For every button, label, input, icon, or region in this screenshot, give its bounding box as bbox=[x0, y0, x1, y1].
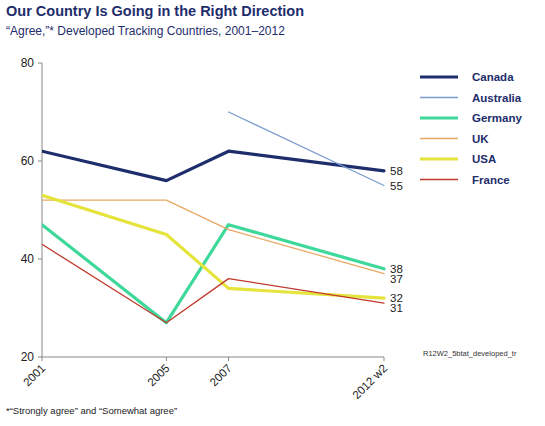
series-line bbox=[42, 244, 384, 322]
legend-swatch bbox=[420, 97, 458, 98]
series-line bbox=[42, 151, 384, 180]
title: Our Country Is Going in the Right Direct… bbox=[6, 3, 304, 19]
y-tick bbox=[38, 161, 42, 162]
subtitle: “Agree,”* Developed Tracking Countries, … bbox=[6, 24, 285, 38]
y-axis bbox=[42, 63, 43, 357]
x-tick bbox=[166, 357, 167, 361]
legend-swatch bbox=[420, 116, 458, 119]
y-tick-label: 60 bbox=[21, 154, 35, 168]
legend-label: USA bbox=[472, 153, 496, 165]
x-tick bbox=[42, 357, 43, 361]
footnote: *“Strongly agree” and “Somewhat agree” bbox=[6, 405, 177, 416]
x-tick-label: 2012 w2 bbox=[350, 362, 389, 401]
x-tick-label: 2007 bbox=[207, 362, 234, 389]
legend-label: Australia bbox=[472, 92, 522, 104]
legend-label: UK bbox=[472, 133, 489, 145]
series-line bbox=[42, 195, 384, 298]
x-tick-label: 2001 bbox=[21, 362, 48, 389]
data-label: 37 bbox=[390, 273, 403, 285]
series-line bbox=[229, 112, 384, 186]
y-tick-label: 80 bbox=[21, 56, 35, 70]
data-label: 58 bbox=[390, 165, 403, 177]
legend-label: Germany bbox=[472, 112, 522, 124]
legend-swatch bbox=[420, 138, 458, 139]
x-tick-label: 2005 bbox=[145, 362, 172, 389]
y-tick-label: 20 bbox=[21, 350, 35, 364]
annotation: R12W2_5btat_developed_tr bbox=[423, 349, 517, 358]
data-label: 31 bbox=[390, 302, 403, 314]
x-axis bbox=[42, 357, 384, 358]
legend-swatch bbox=[420, 157, 458, 160]
legend-swatch bbox=[420, 179, 458, 180]
x-tick bbox=[228, 357, 229, 361]
legend-label: Canada bbox=[472, 71, 514, 83]
y-tick bbox=[38, 259, 42, 260]
y-tick bbox=[38, 357, 42, 358]
data-label: 55 bbox=[390, 180, 403, 192]
plot-area bbox=[42, 112, 384, 323]
y-tick-label: 40 bbox=[21, 252, 35, 266]
y-tick bbox=[38, 63, 42, 64]
legend-label: France bbox=[472, 174, 510, 186]
x-tick bbox=[384, 357, 385, 361]
chart: Our Country Is Going in the Right Direct… bbox=[0, 0, 545, 426]
legend-swatch bbox=[420, 75, 458, 78]
